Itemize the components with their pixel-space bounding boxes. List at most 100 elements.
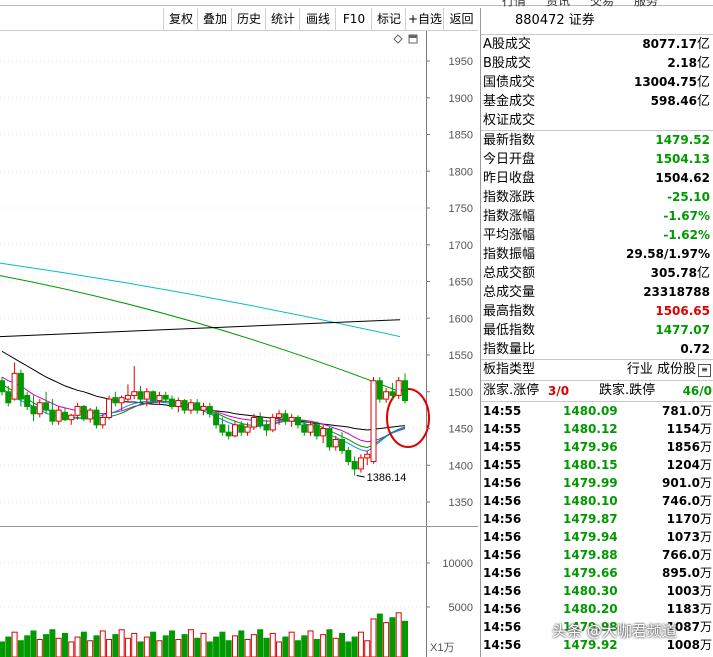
candle-body (313, 424, 320, 437)
tick-volume: 766.0万 (662, 548, 712, 562)
quote-panel: 880472 证券 A股成交 8077.17亿 B股成交 2.18亿 国债成交 13004… (480, 8, 713, 657)
tick-volume: 781.0万 (662, 404, 712, 418)
board-type-value[interactable]: 行业 成份股 (626, 362, 696, 377)
candle-body (61, 411, 68, 421)
list-icon[interactable]: ≡ (698, 364, 711, 377)
board-type-row: 板指类型 行业 成份股 ≡ (481, 360, 713, 381)
toolbar-history-button[interactable]: 历史 (231, 8, 266, 30)
price-tick-label: 1700 (449, 240, 473, 252)
volume-tick-label: 5000 (449, 602, 473, 614)
rows2-value: -1.67% (663, 209, 710, 223)
candle-body (395, 380, 402, 396)
menu-news[interactable]: 资讯 (546, 0, 571, 8)
tick-volume: 1183万 (666, 602, 712, 616)
volume-bar (320, 634, 327, 657)
toolbar-back-button[interactable]: 返回 (443, 8, 479, 30)
toolbar-f10-button[interactable]: F10 (335, 8, 372, 30)
tick-time: 14:56 (483, 620, 522, 634)
kline-chart-area[interactable]: 1386.14 1950 1900 1850 1800 1750 1700 1650 1600… (0, 30, 478, 657)
candle-body (288, 416, 295, 422)
candle-body (206, 405, 213, 415)
candle-body (345, 450, 352, 463)
candle-body (106, 398, 113, 418)
price-tick-label: 1850 (449, 130, 473, 142)
rows1-value: 2.18亿 (667, 56, 710, 71)
candle-body (118, 397, 125, 404)
rows2-row: 指数振幅 29.58/1.97% (481, 245, 713, 264)
tick-time: 14:56 (483, 638, 522, 652)
tick-time: 14:56 (483, 584, 522, 598)
candle-body (194, 402, 201, 411)
volume-bar (175, 639, 182, 657)
advance-value: 3/0 (548, 384, 570, 398)
candle-body (294, 416, 301, 426)
tick-list[interactable]: 14:55 1480.09 781.0万 14:55 1480.12 1154万 14:55… (481, 402, 713, 654)
rows2-label: 平均涨幅 (483, 228, 536, 243)
rows2-value: 29.58/1.97% (626, 247, 710, 261)
candle-body (30, 405, 37, 415)
volume-bar (87, 640, 94, 657)
volume-bar (376, 613, 383, 657)
tick-time: 14:55 (483, 440, 522, 454)
rows2-row: 总成交额 305.78亿 (481, 264, 713, 283)
rows2-row: 最新指数 1479.52 (481, 131, 713, 150)
toolbar-statistics-button[interactable]: 统计 (265, 8, 300, 30)
tick-price: 1480.20 (563, 602, 618, 616)
menu-service[interactable]: 服务 (634, 0, 659, 8)
tick-row: 14:56 1479.66 895.0万 (481, 564, 713, 582)
kline-chart-svg[interactable]: 1386.14 1950 1900 1850 1800 1750 1700 1650 1600… (0, 30, 478, 657)
toolbar-draw-line-button[interactable]: 画线 (299, 8, 336, 30)
volume-bar (364, 640, 371, 657)
tick-row: 14:56 1479.94 1073万 (481, 528, 713, 546)
candle-body (402, 380, 408, 402)
rows2-label: 指数涨跌 (483, 190, 536, 205)
watermark-text: 头条 @大咖君频道 (552, 622, 677, 640)
volume-bar (49, 629, 56, 657)
rows2-value: 1479.52 (655, 133, 710, 147)
rows1-row: A股成交 8077.17亿 (481, 35, 713, 54)
volume-bar (219, 631, 226, 657)
rows2-label: 指数涨幅 (483, 209, 536, 224)
tick-price: 1479.96 (563, 440, 618, 454)
toolbar-restore-rights-button[interactable]: 复权 (163, 8, 198, 30)
price-tick-label: 1800 (449, 166, 473, 178)
toolbar-add-watchlist-button[interactable]: +自选 (405, 8, 444, 30)
volume-bar (326, 629, 333, 657)
toolbar-mark-button[interactable]: 标记 (371, 8, 406, 30)
volume-bar (187, 629, 194, 657)
window-icon-bar (409, 35, 417, 38)
tick-price: 1479.99 (563, 476, 618, 490)
rows2-row: 昨日收盘 1504.62 (481, 169, 713, 188)
rows1-value: 8077.17亿 (642, 37, 710, 52)
candle-body (332, 439, 339, 448)
turnover-section: A股成交 8077.17亿 B股成交 2.18亿 国债成交 13004.75亿 基金成交 59… (481, 35, 713, 131)
toolbar-overlay-button[interactable]: 叠加 (197, 8, 232, 30)
volume-bar (370, 618, 377, 657)
tick-row: 14:55 1479.96 1856万 (481, 438, 713, 456)
tick-row: 14:56 1479.92 1008万 (481, 636, 713, 654)
volume-bar (61, 632, 68, 657)
volume-bar (282, 636, 289, 657)
menu-trade[interactable]: 交易 (590, 0, 615, 8)
candle-body (137, 391, 144, 400)
tick-volume: 1003万 (666, 584, 712, 598)
tick-time: 14:56 (483, 476, 522, 490)
volume-tick-label: 10000 (442, 558, 473, 570)
rows1-label: 基金成交 (483, 94, 536, 109)
candle-body (244, 426, 251, 433)
volume-bar (169, 630, 176, 657)
rows2-value: 0.72 (680, 342, 710, 356)
volume-bar (162, 635, 169, 657)
volume-bar (55, 637, 62, 657)
menu-quotes[interactable]: 行情 (502, 0, 527, 8)
volume-bar (137, 641, 144, 657)
volume-bar (24, 635, 31, 657)
rows2-value: 305.78亿 (650, 266, 710, 281)
volume-bar (156, 640, 163, 657)
candle-body (383, 391, 390, 400)
candle-body (250, 416, 257, 428)
volume-bar (276, 641, 283, 657)
volume-bar (345, 641, 352, 657)
candle-body (156, 394, 163, 402)
tick-time: 14:56 (483, 566, 522, 580)
